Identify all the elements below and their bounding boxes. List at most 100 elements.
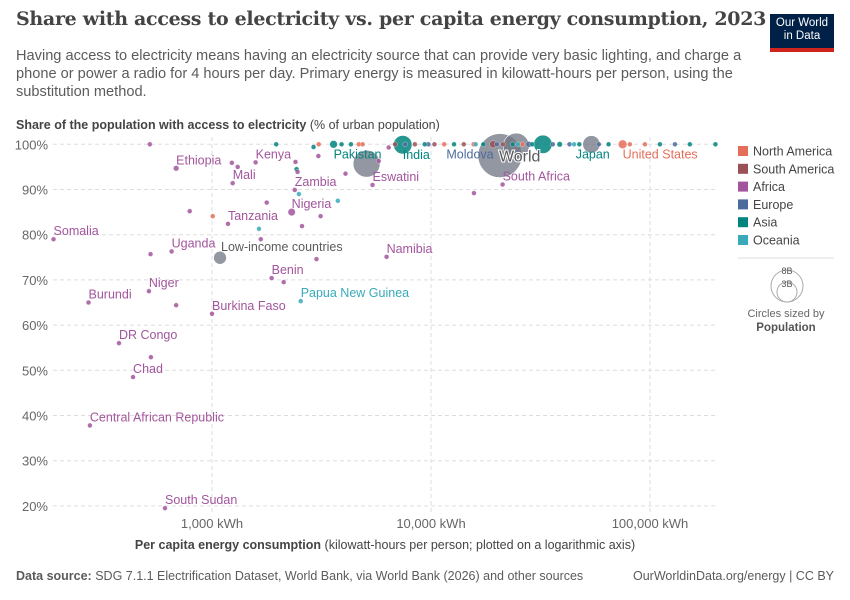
point-dr-congo[interactable] — [116, 340, 122, 346]
data-point[interactable] — [451, 141, 457, 147]
data-point[interactable] — [386, 144, 392, 151]
point-benin[interactable] — [269, 275, 275, 281]
data-point[interactable] — [712, 141, 718, 147]
data-point[interactable] — [264, 200, 270, 206]
legend-item[interactable]: Africa — [738, 180, 785, 194]
point-label: Low-income countries — [221, 240, 343, 254]
data-point[interactable] — [566, 141, 573, 147]
data-point[interactable] — [480, 141, 486, 147]
data-point[interactable] — [550, 141, 556, 147]
data-point[interactable] — [315, 153, 321, 159]
point-niger[interactable] — [146, 288, 152, 294]
point-somalia[interactable] — [50, 236, 57, 242]
data-point[interactable] — [235, 164, 241, 170]
data-point[interactable] — [402, 141, 408, 147]
data-point[interactable] — [316, 141, 322, 147]
data-point[interactable] — [187, 208, 193, 214]
owid-logo[interactable]: Our World in Data — [770, 14, 834, 52]
point-japan[interactable] — [556, 141, 563, 148]
data-point[interactable] — [313, 256, 320, 262]
data-point[interactable] — [292, 159, 299, 165]
data-point[interactable] — [529, 141, 535, 147]
point-tanzania[interactable] — [225, 221, 231, 227]
point-central-african-republic[interactable] — [87, 422, 93, 428]
point-eswatini[interactable] — [369, 182, 376, 188]
data-point[interactable] — [147, 251, 154, 257]
legend-item[interactable]: Europe — [738, 198, 793, 212]
data-point[interactable] — [500, 141, 506, 147]
size-legend: 8B 3B Circles sized by Population — [747, 266, 825, 334]
data-point[interactable] — [510, 141, 516, 147]
legend-item[interactable]: Asia — [738, 216, 777, 230]
data-point[interactable] — [376, 158, 382, 164]
data-point[interactable] — [281, 279, 287, 285]
data-point[interactable] — [318, 213, 324, 219]
data-point[interactable] — [147, 141, 153, 147]
point-chad[interactable] — [130, 374, 136, 380]
point-south-africa[interactable] — [500, 181, 506, 188]
data-point[interactable] — [348, 141, 354, 147]
point-label: Uganda — [172, 236, 216, 250]
data-point[interactable] — [412, 141, 418, 147]
point-namibia[interactable] — [384, 254, 390, 260]
point-burundi[interactable] — [85, 299, 92, 306]
point-nigeria[interactable] — [287, 208, 296, 216]
data-point[interactable] — [571, 141, 577, 147]
data-point[interactable] — [296, 191, 302, 197]
data-point[interactable] — [335, 198, 341, 204]
data-point[interactable] — [473, 141, 479, 147]
data-point[interactable] — [657, 141, 663, 147]
point-burkina-faso[interactable] — [209, 311, 215, 317]
data-point[interactable] — [461, 141, 467, 147]
data-point[interactable] — [360, 141, 366, 147]
point-united-states[interactable] — [617, 139, 628, 150]
legend-swatch — [738, 217, 748, 228]
data-point[interactable] — [256, 226, 262, 232]
point-south-sudan[interactable] — [162, 505, 168, 511]
page-subtitle: Having access to electricity means havin… — [16, 48, 742, 100]
data-point[interactable] — [576, 141, 582, 147]
footer-link[interactable]: OurWorldinData.org/energy | CC BY — [632, 569, 834, 583]
data-point[interactable] — [606, 141, 612, 147]
point-kenya[interactable] — [253, 159, 259, 165]
data-point[interactable] — [642, 141, 648, 147]
data-point[interactable] — [596, 141, 602, 147]
data-point[interactable] — [342, 171, 349, 177]
page-title: Share with access to electricity vs. per… — [16, 8, 767, 30]
legend-item[interactable]: Oceania — [738, 234, 800, 248]
point-label: Pakistan — [334, 147, 382, 161]
data-point[interactable] — [299, 223, 305, 229]
data-point[interactable] — [339, 141, 345, 147]
data-point[interactable] — [148, 354, 154, 360]
size-legend-big-label: 8B — [781, 266, 792, 276]
data-point[interactable] — [229, 160, 235, 166]
point-ethiopia[interactable] — [173, 165, 180, 172]
data-point[interactable] — [210, 213, 216, 219]
data-point[interactable] — [392, 141, 398, 147]
data-point[interactable] — [494, 141, 500, 147]
data-point[interactable] — [672, 141, 678, 147]
data-point[interactable] — [258, 236, 264, 242]
point-papua-new-guinea[interactable] — [298, 298, 304, 304]
point-pakistan[interactable] — [329, 140, 338, 149]
data-point[interactable] — [273, 141, 279, 147]
data-point[interactable] — [431, 141, 438, 147]
point-zambia[interactable] — [292, 187, 298, 193]
legend-item[interactable]: North America — [738, 145, 832, 159]
x-axis-title: Per capita energy consumption (kilowatt-… — [135, 538, 635, 552]
data-point[interactable] — [311, 144, 317, 150]
point-uganda[interactable] — [169, 248, 175, 254]
data-point[interactable] — [173, 302, 179, 308]
data-point[interactable] — [352, 149, 381, 178]
data-point[interactable] — [687, 141, 693, 147]
data-point[interactable] — [441, 141, 447, 147]
data-point[interactable] — [471, 190, 477, 196]
data-point[interactable] — [515, 141, 521, 147]
data-point[interactable] — [422, 141, 428, 147]
point-mali[interactable] — [230, 180, 236, 186]
data-point[interactable] — [627, 141, 633, 147]
data-point[interactable] — [519, 141, 526, 147]
point-low-income-countries[interactable] — [213, 250, 227, 265]
legend-item[interactable]: South America — [738, 162, 834, 176]
data-point[interactable] — [294, 169, 301, 175]
